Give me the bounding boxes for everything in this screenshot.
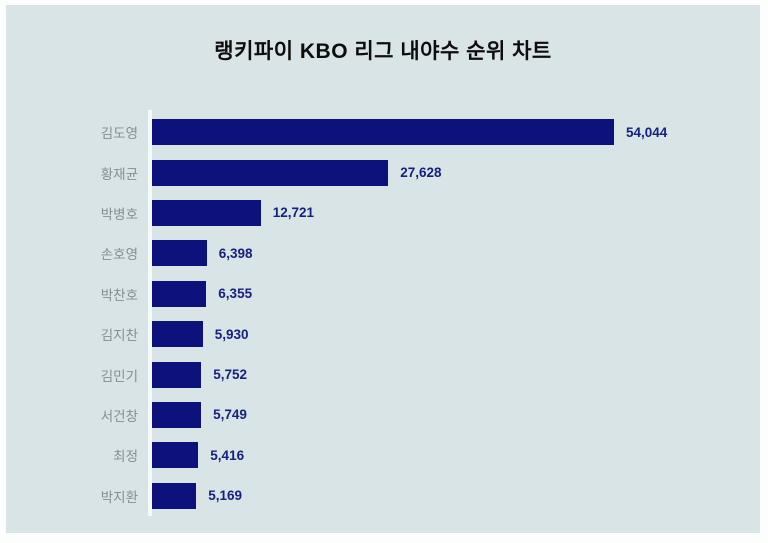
bar [152,361,202,388]
bar-category-label: 박찬호 [100,287,138,303]
bar-value-label: 5,752 [213,367,247,383]
bar-category-label: 최정 [113,449,138,465]
bar-value-label: 5,930 [214,326,249,342]
bar-row: 최정 5,416 [6,435,760,475]
bar-rows: 김도영 54,044 황재균 27,628 박병호 12,721 손호영 6,398 박찬호 6,… [6,112,760,516]
bar-category-label: 김지찬 [100,328,138,344]
bar-row: 손호영 6,398 [6,233,760,273]
bar [152,119,614,146]
bar [152,199,261,226]
bar-value-label: 12,721 [272,205,314,221]
bar-category-label: 황재균 [100,166,138,182]
bar [152,401,202,428]
bar-row: 박찬호 6,355 [6,274,760,314]
bar [152,240,207,267]
bar-category-label: 박병호 [100,206,138,222]
bar-row: 김도영 54,044 [6,112,760,152]
bar-row: 황재균 27,628 [6,152,760,192]
bar-value-label: 6,398 [218,245,253,261]
bar [152,321,203,348]
bar-category-label: 김도영 [100,126,138,142]
bar-category-label: 박지환 [100,489,138,505]
bar-row: 박지환 5,169 [6,476,760,516]
bar [152,159,389,186]
bar-value-label: 5,416 [210,447,245,463]
bar-category-label: 손호영 [100,247,138,263]
bar [152,482,197,509]
bar-value-label: 27,628 [400,165,442,181]
bar-category-label: 김민기 [100,368,138,384]
bar-value-label: 6,355 [218,286,253,302]
bar-row: 김지찬 5,930 [6,314,760,354]
bar-row: 박병호 12,721 [6,193,760,233]
bar-value-label: 5,169 [208,488,242,504]
y-axis-line [148,110,152,516]
bar-row: 서건창 5,749 [6,395,760,435]
chart-title: 랭키파이 KBO 리그 내야수 순위 차트 [214,40,552,63]
bar [152,442,199,469]
bar-category-label: 서건창 [100,408,138,424]
chart-panel: 랭키파이 KBO 리그 내야수 순위 차트 김도영 54,044 황재균 27,628… [6,5,760,533]
bar-value-label: 5,749 [213,407,247,423]
bar-row: 김민기 5,752 [6,354,760,394]
bar [152,280,207,307]
bar-value-label: 54,044 [626,124,668,140]
